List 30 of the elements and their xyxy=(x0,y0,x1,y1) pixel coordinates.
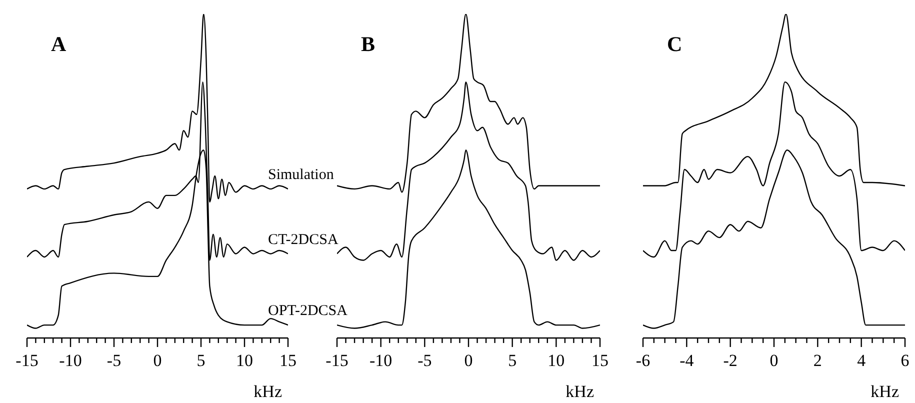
x-axis-title: kHz xyxy=(254,382,282,401)
x-tick-label: 4 xyxy=(857,351,866,370)
x-tick-label: -15 xyxy=(16,351,38,370)
x-axis-title: kHz xyxy=(566,382,594,401)
x-tick-label: -4 xyxy=(680,351,694,370)
x-tick-label: 0 xyxy=(770,351,778,370)
x-tick-label: 5 xyxy=(508,351,517,370)
x-tick-label: -10 xyxy=(59,351,82,370)
x-tick-label: -15 xyxy=(326,351,348,370)
x-tick-label: 10 xyxy=(548,351,565,370)
text: B xyxy=(361,32,376,57)
x-axis-title: kHz xyxy=(870,382,900,401)
x-tick-label: 2 xyxy=(813,351,822,370)
x-tick-label: 0 xyxy=(153,351,162,370)
text: A xyxy=(51,32,66,57)
x-tick-label: 0 xyxy=(464,351,473,370)
text: C xyxy=(667,32,682,57)
x-tick-label: 6 xyxy=(900,351,910,370)
series-label: Simulation xyxy=(268,166,334,183)
x-tick-label: 15 xyxy=(592,351,608,370)
x-tick-label: -2 xyxy=(723,351,738,370)
x-tick-label: -5 xyxy=(106,351,122,370)
series-label: CT-2DCSA xyxy=(268,232,338,248)
x-tick-label: -10 xyxy=(369,351,392,370)
x-tick-label: 15 xyxy=(280,351,296,370)
x-tick-label: -6 xyxy=(636,351,650,370)
x-tick-label: -5 xyxy=(418,351,432,370)
series-label: OPT-2DCSA xyxy=(268,303,348,320)
x-tick-label: 5 xyxy=(196,351,206,370)
x-tick-label: 10 xyxy=(236,351,253,370)
